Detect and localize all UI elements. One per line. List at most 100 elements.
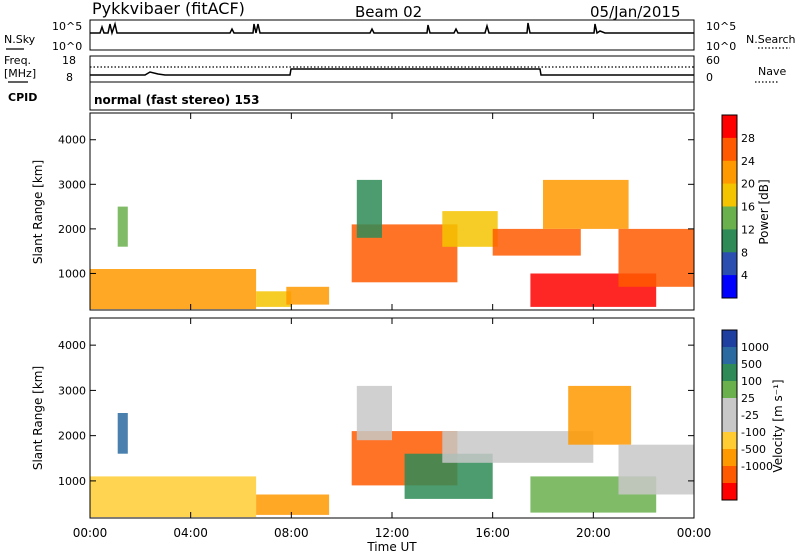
power-ytick-label: 1000 [58,267,86,280]
beam-title: Beam 02 [355,3,422,21]
velocity-ytick-label: 2000 [58,430,86,443]
velocity-region [356,385,392,441]
velocity-colorbar-cell [722,483,737,501]
velocity-colorbar-label: Velocity [m s⁻¹] [771,379,785,472]
velocity-colorbar-tick: -500 [741,443,766,456]
power-colorbar-tick: 8 [741,246,748,259]
velocity-colorbar-tick: -100 [741,426,766,439]
power-colorbar-label: Power [dB] [757,179,771,244]
x-axis-title: Time UT [366,540,417,554]
cpid-value: normal (fast stereo) 153 [94,93,260,107]
nave-tick-bottom: 0 [706,71,713,84]
nsky-panel: N.Sky 10^5 10^0 10^5 10^0 N.Search [4,19,796,53]
power-colorbar-cell [722,252,737,276]
power-region [90,269,257,310]
velocity-region [442,431,594,463]
x-tick-label: 16:00 [475,526,510,540]
power-colorbar-cell [722,115,737,139]
power-region [356,179,382,238]
x-tick-label: 00:00 [677,526,712,540]
nsky-tick-bottom: 10^0 [52,40,82,53]
freq-unit: [MHz] [4,67,36,80]
nsky-label: N.Sky [4,33,36,46]
freq-tick-top: 18 [62,54,76,67]
power-colorbar-frame [721,114,738,299]
nsearch-tick-top: 10^5 [706,20,736,33]
velocity-colorbar-cell [722,347,737,365]
power-region [442,211,498,247]
power-region [618,228,694,287]
velocity-colorbar-cell [722,381,737,399]
velocity-regions [90,385,694,518]
velocity-region [117,413,128,454]
power-ytick-label: 4000 [58,134,86,147]
freq-tick-bottom: 8 [66,71,73,84]
nsearch-tick-bottom: 10^0 [706,40,736,53]
power-colorbar-cell [722,206,737,230]
velocity-colorbar-tick: -25 [741,409,759,422]
velocity-colorbar-cell [722,432,737,450]
velocity-colorbar-cell [722,364,737,382]
power-colorbar-tick: 24 [741,155,755,168]
velocity-colorbar-tick: 25 [741,392,755,405]
x-tick-label: 04:00 [173,526,208,540]
power-colorbar-cell [722,275,737,299]
power-colorbar-cell [722,160,737,185]
power-region [543,179,629,229]
nave-label: Nave [758,65,786,78]
velocity-colorbar-cell [722,415,737,433]
freq-panel: Freq. [MHz] 18 8 60 0 Nave [4,54,786,84]
velocity-colorbar-tick: 100 [741,375,762,388]
power-colorbar-tick: 4 [741,269,748,282]
nsky-tick-top: 10^5 [52,20,82,33]
power-region [117,206,128,247]
power-colorbar-cell [722,183,737,207]
station-title: Pykkvibaer (fitACF) [92,0,245,18]
power-ytick-label: 2000 [58,223,86,236]
power-region [492,228,581,256]
cpid-panel: CPID normal (fast stereo) 153 [8,81,695,111]
velocity-region [568,385,632,445]
velocity-colorbar-cell [722,466,737,484]
freq-label: Freq. [4,54,31,67]
power-colorbar-cell [722,137,737,162]
date-title: 05/Jan/2015 [590,3,681,21]
cpid-frame [89,81,695,111]
velocity-region [618,444,694,495]
freq-trace [90,68,694,76]
power-region [256,291,292,307]
velocity-region [90,476,257,518]
power-colorbar-tick: 20 [741,178,755,191]
cpid-label: CPID [8,91,37,104]
velocity-colorbar-tick: 500 [741,358,762,371]
velocity-colorbar-tick: 1000 [741,341,769,354]
nave-tick-top: 60 [706,54,720,67]
power-panel: 1000 2000 3000 4000 Slant Range [km] [31,112,695,311]
power-region [286,286,330,305]
nsky-trace [90,21,694,36]
velocity-ticks: 1000 2000 3000 4000 [58,318,695,518]
velocity-ylabel: Slant Range [km] [31,366,45,470]
power-colorbar-tick: 28 [741,132,755,145]
x-tick-label: 12:00 [375,526,410,540]
power-ytick-label: 3000 [58,178,86,191]
velocity-ytick-label: 4000 [58,339,86,352]
velocity-ytick-label: 3000 [58,384,86,397]
velocity-colorbar-tick: -1000 [741,460,773,473]
x-tick-label: 00:00 [73,526,108,540]
velocity-colorbar: 1000 500 100 25 -25 -100 -500 -1000 [721,329,773,501]
velocity-colorbar-frame [721,329,738,501]
velocity-ytick-label: 1000 [58,475,86,488]
velocity-region [256,494,330,515]
nsearch-label: N.Search [746,33,796,46]
power-colorbar-tick: 16 [741,201,755,214]
x-tick-label: 20:00 [576,526,611,540]
power-colorbar-cell [722,229,737,253]
power-regions [90,179,694,310]
nsky-frame [89,19,695,51]
velocity-colorbar-cell [722,398,737,416]
power-colorbar-tick: 12 [741,223,755,236]
velocity-colorbar-cell [722,449,737,467]
power-colorbar: 4 8 12 16 20 24 28 [721,114,755,299]
